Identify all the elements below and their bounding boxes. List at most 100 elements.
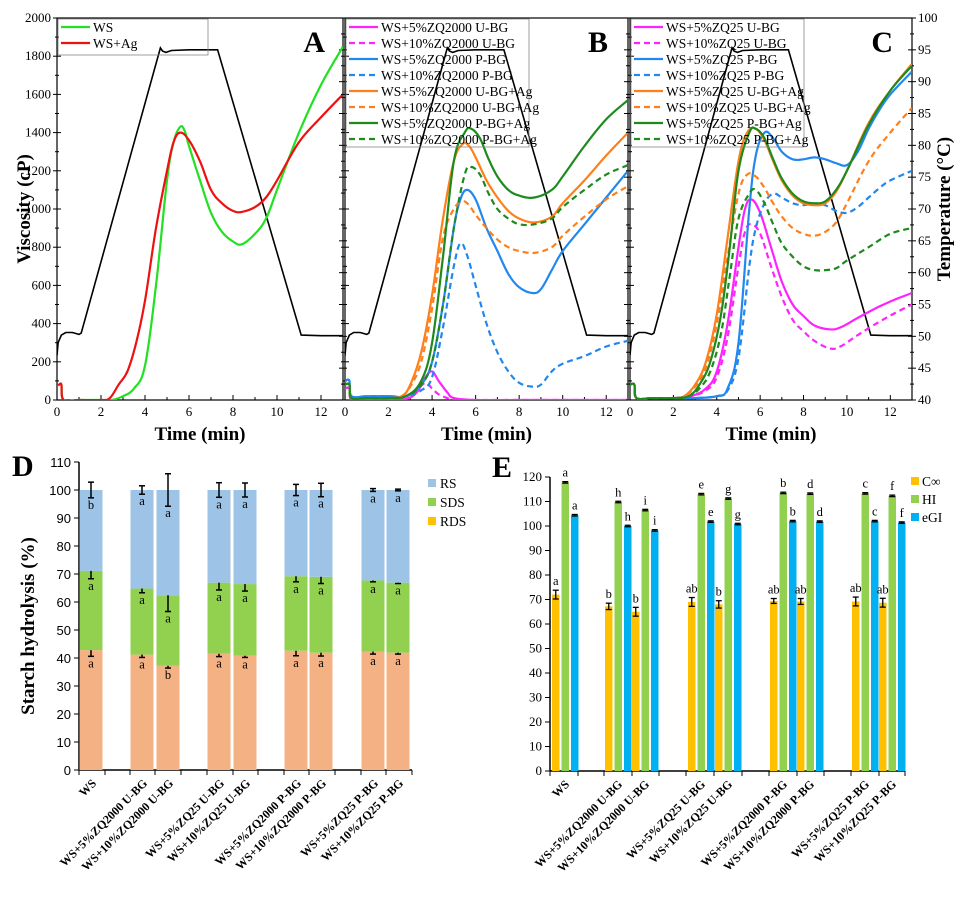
x-tick-label: 6	[472, 404, 479, 419]
bar-c-inf	[552, 594, 560, 771]
bar-hi	[561, 482, 569, 771]
y-axis-label: Viscosity (cP)	[14, 154, 35, 264]
bar-c-inf	[605, 606, 613, 771]
significance-letter: b	[88, 498, 94, 512]
legend-swatch	[428, 498, 436, 506]
y-tick-label: 0	[536, 763, 543, 778]
significance-letter: a	[370, 582, 376, 596]
bar-c-inf	[688, 601, 696, 771]
bar-sds	[309, 576, 333, 653]
bar-hi	[888, 495, 896, 771]
significance-letter: i	[644, 493, 648, 507]
significance-letter: i	[653, 514, 657, 528]
bar-rds	[233, 655, 257, 770]
bar-c-inf	[715, 604, 723, 771]
bar-c-inf	[632, 611, 640, 771]
series-line-3	[345, 170, 628, 399]
panel-c: 40 45 50 55 60 65 70 75 80 85 90 95 100 0 2 4 6 8 10 12 Time…	[626, 10, 955, 445]
bar-rs	[361, 490, 385, 581]
significance-letter: e	[708, 505, 714, 519]
bar-sds	[233, 584, 257, 656]
legend-label: WS+10%ZQ25 U-BG	[666, 36, 787, 51]
bar-hi	[806, 493, 814, 771]
legend-label: WS+10%ZQ2000 P-BG	[381, 68, 513, 83]
significance-letter: a	[88, 579, 94, 593]
panel-e: 0102030405060708090100110120EaaaWSbhhWS+…	[492, 451, 943, 875]
y-tick-label: 40	[57, 651, 71, 666]
legend-label: HI	[922, 492, 937, 507]
significance-letter: a	[216, 497, 222, 511]
legend-label: SDS	[440, 495, 465, 510]
y-tick-label: 1600	[25, 86, 51, 101]
bar-hi	[697, 494, 705, 771]
bar-rs	[309, 490, 333, 577]
y-tick-label: 0	[45, 392, 52, 407]
legend-box	[630, 18, 805, 148]
legend-swatch	[428, 517, 436, 525]
x-tick-label: 8	[800, 404, 807, 419]
bar-rds	[386, 652, 410, 770]
y-tick-label: 40	[529, 665, 542, 680]
significance-letter: a	[572, 498, 578, 512]
legend-label: WS+5%ZQ25 U-BG	[666, 20, 780, 35]
bar-c-inf	[797, 601, 805, 771]
significance-letter: h	[625, 509, 632, 523]
legend-label: WS+5%ZQ25 U-BG+Ag	[666, 84, 804, 99]
bar-sds	[156, 595, 180, 666]
bar-rds	[361, 651, 385, 770]
bar-rds	[207, 653, 231, 770]
significance-letter: f	[890, 479, 895, 493]
y-tick-label: 20	[57, 707, 71, 722]
series-line-4	[345, 241, 628, 399]
significance-letter: ab	[686, 582, 698, 596]
y-tick-label: 110	[50, 455, 71, 470]
legend-label: WS+5%ZQ2000 U-BG+Ag	[381, 84, 533, 99]
bar-sds	[207, 582, 231, 654]
panel-label: D	[12, 450, 34, 483]
x-tick-label: 0	[54, 404, 61, 419]
series-line-2	[57, 93, 343, 400]
bar-sds	[284, 576, 308, 651]
y-tick-label: 120	[523, 469, 543, 484]
legend-swatch	[911, 495, 919, 503]
y-axis-label: Starch hydrolysis (%)	[18, 537, 39, 715]
x-axis-label: Time (min)	[441, 424, 532, 445]
bar-egi	[707, 521, 715, 771]
bar-rds	[284, 650, 308, 770]
series-line-6	[345, 185, 628, 400]
bar-c-inf	[770, 600, 778, 771]
bar-sds	[130, 588, 154, 655]
x-tick-label: 6	[757, 404, 764, 419]
significance-letter: e	[698, 477, 704, 491]
legend: RS SDS RDS	[428, 476, 466, 529]
legend-label: WS+10%ZQ2000 U-BG	[381, 36, 515, 51]
x-tick-label: 0	[627, 404, 634, 419]
y2-tick-label: 85	[918, 106, 931, 121]
legend-label: WS+5%ZQ2000 U-BG	[381, 20, 508, 35]
significance-letter: a	[293, 656, 299, 670]
x-tick-label: 4	[714, 404, 721, 419]
y-tick-label: 70	[529, 592, 542, 607]
significance-letter: a	[242, 591, 248, 605]
y2-tick-label: 40	[918, 392, 931, 407]
y-tick-label: 20	[529, 714, 542, 729]
y-tick-label: 100	[49, 483, 71, 498]
category-label: WS	[549, 777, 572, 800]
y-tick-label: 1400	[25, 125, 51, 140]
bar-egi	[571, 515, 579, 771]
significance-letter: a	[395, 491, 401, 505]
y-tick-label: 1800	[25, 48, 51, 63]
legend-box	[345, 18, 530, 148]
y2-tick-label: 100	[918, 10, 938, 25]
bar-rs	[156, 490, 180, 596]
legend-label: WS	[93, 20, 113, 35]
y-tick-label: 90	[57, 511, 71, 526]
significance-letter: b	[790, 504, 796, 518]
bar-egi	[871, 521, 879, 771]
legend-label: WS+5%ZQ25 P-BG+Ag	[666, 116, 802, 131]
y-tick-label: 30	[529, 690, 542, 705]
legend-swatch	[428, 479, 436, 487]
significance-letter: a	[395, 584, 401, 598]
significance-letter: ab	[795, 583, 807, 597]
